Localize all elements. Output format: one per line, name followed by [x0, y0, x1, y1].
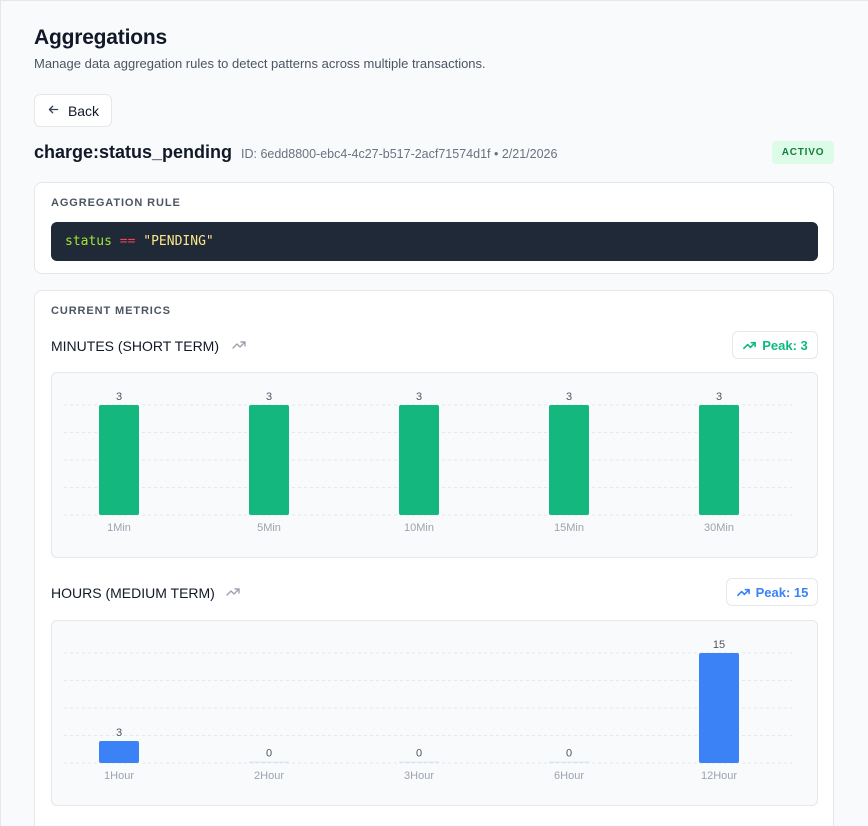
chart-bar	[699, 653, 739, 763]
x-tick-label: 30Min	[704, 522, 734, 534]
chart-bar	[699, 405, 739, 515]
page-subtitle: Manage data aggregation rules to detect …	[34, 56, 486, 71]
chart-bar	[399, 761, 439, 763]
medium-term-chart: 3 1Hour 0 2Hour 0 3Hour 0 6Hour 15 12Hour	[51, 620, 818, 806]
medium-term-title: HOURS (MEDIUM TERM)	[51, 585, 215, 601]
chart-bar	[99, 741, 139, 763]
bar-value-label: 3	[116, 391, 122, 403]
x-tick-label: 2Hour	[254, 770, 284, 782]
x-tick-label: 10Min	[404, 522, 434, 534]
bar-value-label: 0	[266, 748, 272, 760]
x-tick-label: 1Min	[107, 522, 131, 534]
aggregation-meta: ID: 6edd8800-ebc4-4c27-b517-2acf71574d1f…	[241, 147, 558, 161]
medium-term-peak-badge: Peak: 15	[726, 578, 818, 606]
bar-value-label: 3	[716, 391, 722, 403]
page-title: Aggregations	[34, 26, 167, 49]
trending-up-icon	[225, 584, 241, 600]
short-term-peak-badge: Peak: 3	[732, 331, 818, 359]
back-button[interactable]: Back	[34, 94, 112, 127]
short-term-title: MINUTES (SHORT TERM)	[51, 338, 220, 354]
code-string: "PENDING"	[143, 234, 214, 249]
bar-value-label: 0	[416, 748, 422, 760]
chart-bar	[249, 761, 289, 763]
x-tick-label: 1Hour	[104, 770, 134, 782]
chart-bar	[99, 405, 139, 515]
short-term-chart: 3 1Min 3 5Min 3 10Min 3 15Min 3 30Min	[51, 372, 818, 558]
chart-bar	[549, 405, 589, 515]
medium-term-peak-label: Peak: 15	[755, 584, 809, 600]
status-badge: ACTIVO	[772, 141, 834, 164]
code-operator: ==	[119, 234, 136, 249]
rule-code-block: status == "PENDING"	[51, 222, 818, 261]
bar-value-label: 15	[713, 639, 725, 651]
x-tick-label: 5Min	[257, 522, 281, 534]
code-identifier: status	[65, 234, 112, 249]
chart-bar	[249, 405, 289, 515]
chart-bar	[549, 761, 589, 763]
rule-section-label: AGGREGATION RULE	[51, 197, 181, 209]
trending-up-icon	[231, 337, 247, 353]
bar-value-label: 0	[566, 748, 572, 760]
x-tick-label: 15Min	[554, 522, 584, 534]
bar-value-label: 3	[416, 391, 422, 403]
aggregation-rule-card: AGGREGATION RULE status == "PENDING"	[34, 182, 834, 274]
x-tick-label: 6Hour	[554, 770, 584, 782]
chart-bar	[399, 405, 439, 515]
back-button-label: Back	[67, 102, 100, 119]
x-tick-label: 3Hour	[404, 770, 434, 782]
short-term-peak-label: Peak: 3	[762, 337, 808, 353]
bar-value-label: 3	[566, 391, 572, 403]
metrics-section-label: CURRENT METRICS	[51, 305, 171, 317]
bar-value-label: 3	[116, 727, 122, 739]
arrow-left-icon	[47, 103, 60, 119]
x-tick-label: 12Hour	[701, 770, 737, 782]
bar-value-label: 3	[266, 391, 272, 403]
trending-up-icon	[743, 341, 757, 349]
trending-up-icon	[736, 588, 750, 596]
current-metrics-card: CURRENT METRICS MINUTES (SHORT TERM) Pea…	[34, 290, 834, 826]
aggregation-name: charge:status_pending	[34, 142, 233, 162]
